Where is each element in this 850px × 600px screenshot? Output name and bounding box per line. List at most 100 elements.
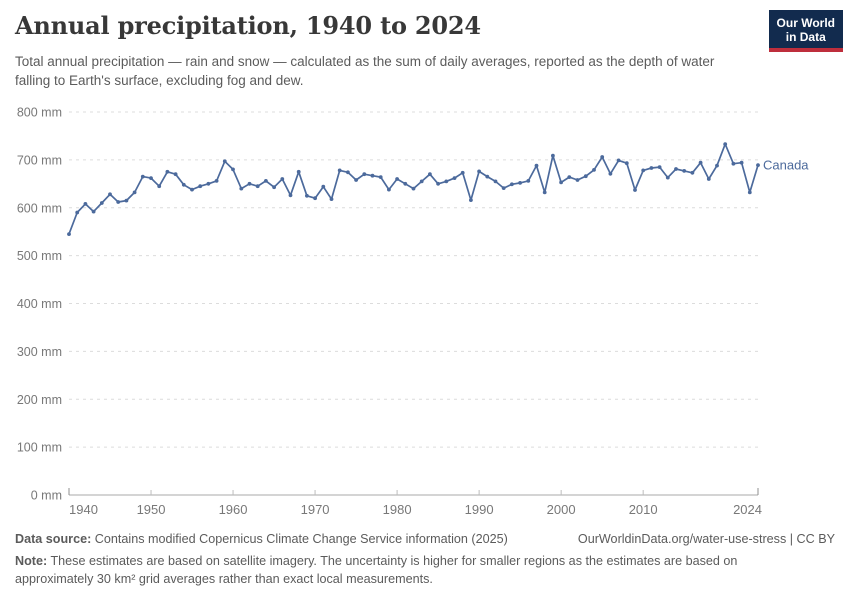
y-tick-label-700: 700 mm xyxy=(17,153,62,167)
data-point xyxy=(157,184,162,189)
data-point xyxy=(190,187,194,192)
x-tick-label-1980: 1980 xyxy=(383,502,412,517)
data-point xyxy=(600,155,605,159)
data-point xyxy=(247,181,252,186)
data-point xyxy=(83,202,88,206)
owid-logo[interactable]: Our World in Data xyxy=(768,10,843,53)
y-tick-label-0: 0 mm xyxy=(31,489,62,503)
data-point xyxy=(313,196,317,201)
x-axis: 1940 1950 1960 1970 1980 1990 2000 2010 2024 xyxy=(68,488,762,517)
data-point xyxy=(91,209,96,214)
data-point xyxy=(444,179,449,184)
data-point xyxy=(452,176,457,181)
footer: Data source: Contains modified Copernicu… xyxy=(15,532,835,546)
data-point xyxy=(493,179,498,184)
chart-canvas[interactable]: 0 mm 100 mm 200 mm 300 mm 400 mm 500 mm 600 mm… xyxy=(0,100,850,530)
footnote-text: These estimates are based on satellite i… xyxy=(15,554,738,586)
y-tick-label-500: 500 mm xyxy=(17,249,62,263)
data-point xyxy=(149,176,153,181)
data-point xyxy=(354,178,358,182)
data-point xyxy=(616,158,621,163)
data-point xyxy=(715,163,719,168)
data-point xyxy=(501,186,506,191)
data-point xyxy=(206,181,211,186)
footnote: Note: These estimates are based on satel… xyxy=(15,553,787,588)
data-point xyxy=(592,168,596,172)
data-point xyxy=(165,169,170,174)
owid-cc-by-link[interactable]: OurWorldinData.org/water-use-stress | CC… xyxy=(577,532,835,546)
data-point xyxy=(485,174,490,179)
data-point xyxy=(239,186,244,191)
data-point xyxy=(362,172,367,177)
data-point xyxy=(264,179,268,183)
data-point xyxy=(411,186,416,191)
data-point-markers xyxy=(67,142,760,237)
data-point xyxy=(198,184,203,189)
data-point xyxy=(477,169,481,174)
series-label-canada[interactable]: Canada xyxy=(763,158,809,173)
gridlines xyxy=(69,111,758,448)
data-point xyxy=(288,193,293,198)
data-point xyxy=(140,174,145,179)
data-point xyxy=(419,179,424,184)
data-point xyxy=(321,184,326,189)
data-point xyxy=(469,198,473,203)
y-tick-label-800: 800 mm xyxy=(17,106,62,120)
data-point xyxy=(370,173,375,178)
data-source-label: Data source: xyxy=(15,532,92,546)
data-point xyxy=(534,163,539,168)
data-point xyxy=(690,170,695,175)
data-point xyxy=(132,190,137,195)
data-point xyxy=(436,181,440,186)
data-point xyxy=(346,170,350,175)
data-point xyxy=(559,180,563,185)
data-point xyxy=(698,160,703,165)
data-point xyxy=(337,168,342,173)
data-source-value: Contains modified Copernicus Climate Cha… xyxy=(91,532,508,546)
data-point xyxy=(657,165,662,170)
data-point xyxy=(108,192,112,197)
y-axis-labels: 0 mm 100 mm 200 mm 300 mm 400 mm 500 mm 600 mm… xyxy=(17,106,62,503)
data-point xyxy=(116,200,121,204)
data-point xyxy=(99,201,104,205)
owid-logo-line2: in Data xyxy=(785,30,826,45)
data-point xyxy=(649,166,654,170)
data-point xyxy=(747,190,752,195)
data-point xyxy=(395,177,399,181)
data-point xyxy=(682,169,687,173)
data-point xyxy=(583,174,588,179)
chart-subtitle: Total annual precipitation — rain and sn… xyxy=(15,54,715,89)
data-point xyxy=(75,210,80,215)
x-tick-label-1970: 1970 xyxy=(301,502,330,517)
data-point xyxy=(280,177,285,181)
data-point xyxy=(641,168,646,173)
data-point xyxy=(542,190,547,195)
data-point xyxy=(624,161,629,166)
data-point xyxy=(329,197,334,202)
x-tick-label-2010: 2010 xyxy=(629,502,658,517)
data-point xyxy=(222,159,227,164)
data-point xyxy=(181,182,186,187)
data-point xyxy=(510,182,514,187)
data-point xyxy=(67,232,71,237)
x-tick-label-2000: 2000 xyxy=(547,502,576,517)
x-tick-label-1990: 1990 xyxy=(465,502,494,517)
data-point xyxy=(387,187,391,192)
y-tick-label-100: 100 mm xyxy=(17,441,62,455)
precipitation-line-chart[interactable]: 0 mm 100 mm 200 mm 300 mm 400 mm 500 mm 600 mm… xyxy=(0,100,850,530)
x-tick-label-1940: 1940 xyxy=(69,502,98,517)
data-point xyxy=(378,175,383,180)
data-point xyxy=(403,181,408,186)
data-point xyxy=(739,160,744,165)
y-tick-label-300: 300 mm xyxy=(17,345,62,359)
data-point xyxy=(674,167,678,171)
data-source-text: Data source: Contains modified Copernicu… xyxy=(15,532,508,546)
data-point xyxy=(723,142,728,147)
data-point xyxy=(231,167,235,172)
data-point xyxy=(633,188,637,192)
x-tick-label-2024: 2024 xyxy=(733,502,762,517)
data-point xyxy=(255,184,260,189)
data-point xyxy=(124,198,129,203)
data-point xyxy=(272,185,276,190)
